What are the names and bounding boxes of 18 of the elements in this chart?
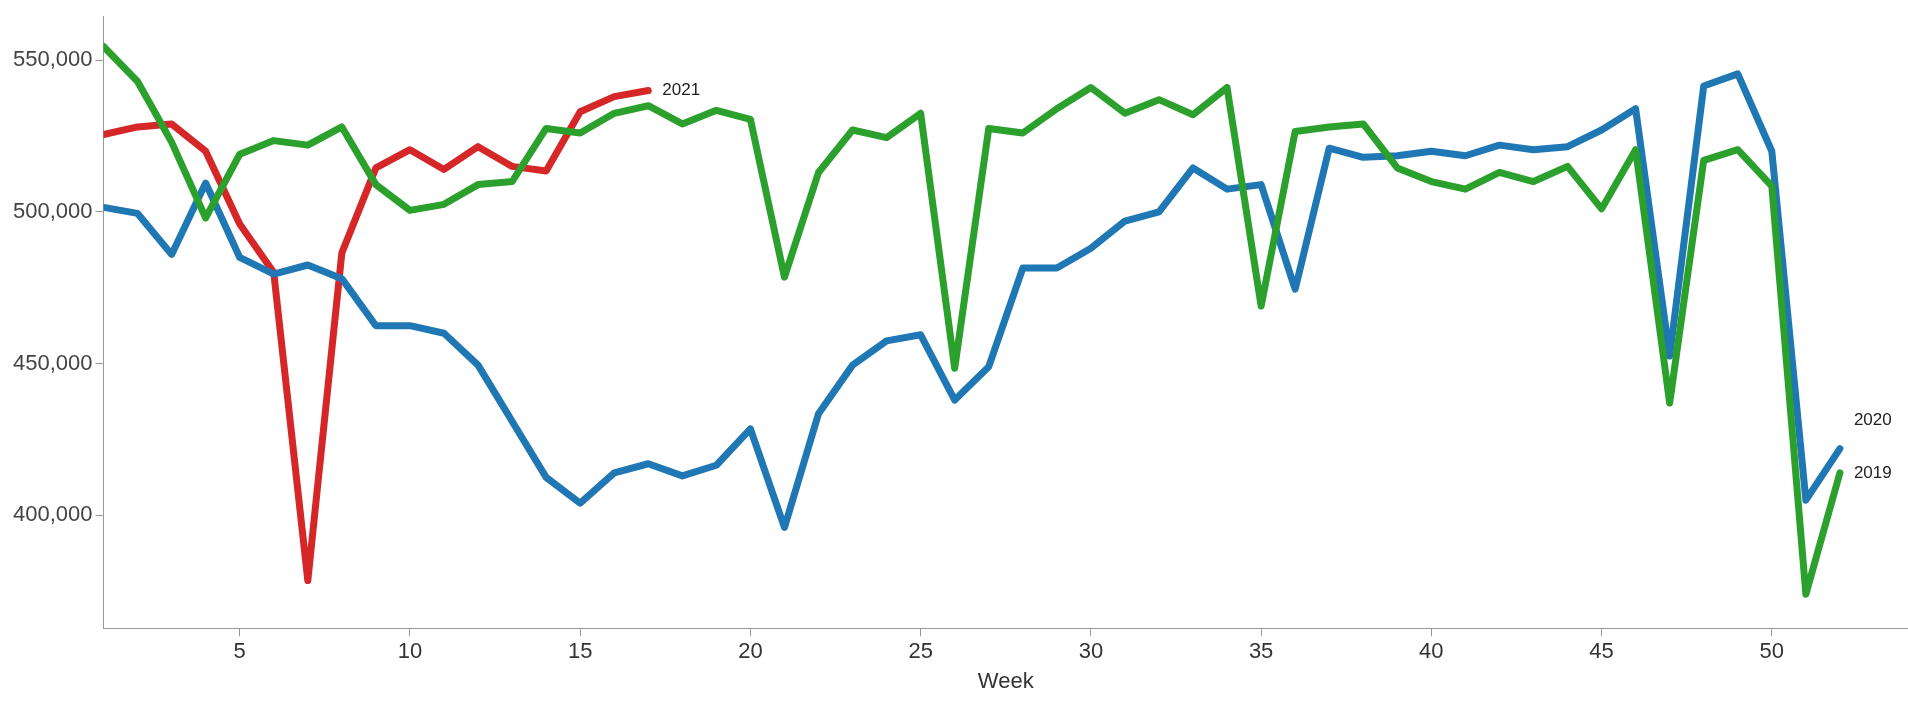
x-tick-label: 20 xyxy=(738,638,763,664)
y-tick-label: 400,000 xyxy=(12,501,93,527)
y-tick-label: 450,000 xyxy=(12,349,93,375)
x-tick-label: 10 xyxy=(397,638,423,664)
x-tick-label: 5 xyxy=(233,638,246,664)
x-tick-label: 25 xyxy=(908,638,933,664)
x-tick-label: 35 xyxy=(1248,638,1274,664)
x-tick-label: 45 xyxy=(1589,638,1614,664)
series-label: 2021 xyxy=(662,80,701,100)
x-tick-label: 15 xyxy=(567,638,593,664)
x-tick-label: 30 xyxy=(1078,638,1104,664)
y-tick-label: 550,000 xyxy=(12,46,93,72)
series-label: 2019 xyxy=(1853,462,1892,482)
series-label: 2020 xyxy=(1853,410,1892,430)
x-axis-title: Week xyxy=(977,667,1035,693)
x-tick-label: 40 xyxy=(1419,638,1444,664)
x-tick-label: 50 xyxy=(1759,638,1785,664)
y-tick-label: 500,000 xyxy=(12,197,93,223)
